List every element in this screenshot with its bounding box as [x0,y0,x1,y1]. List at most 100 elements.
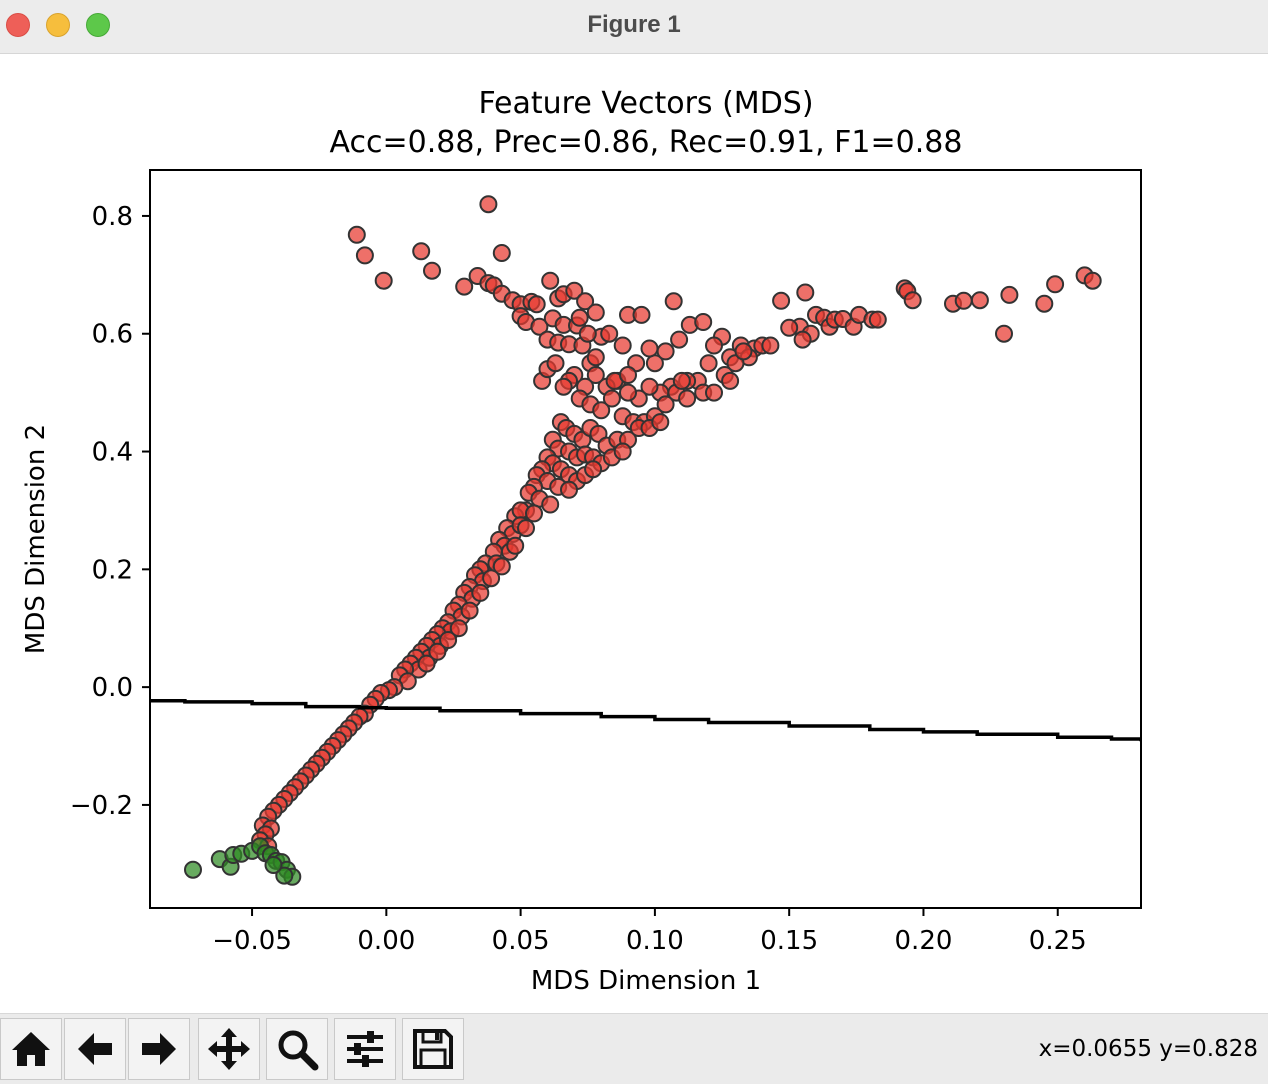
y-tick-label: 0.8 [92,202,133,232]
sliders-icon [347,1031,383,1067]
red-data-point [640,377,659,396]
red-data-point [527,295,546,314]
red-data-point [374,271,393,290]
red-data-point [541,271,560,290]
scatter-chart: Feature Vectors (MDS) Acc=0.88, Prec=0.8… [21,86,1142,996]
red-data-point [423,261,441,280]
back-button[interactable] [64,1018,126,1080]
red-data-point [584,460,603,479]
red-data-point [640,339,659,358]
red-data-point [793,330,812,349]
red-data-point [479,195,498,214]
home-button[interactable] [0,1018,62,1080]
red-data-point [613,336,632,355]
x-tick-label: 0.15 [760,926,818,956]
arrow-left-icon [78,1033,112,1065]
red-data-point [530,317,549,336]
navigation-toolbar: x=0.0655 y=0.828 [0,1013,1268,1084]
red-data-point [492,557,511,576]
red-data-point [554,377,573,396]
configure-subplots-button[interactable] [334,1018,396,1080]
red-data-point [482,569,501,588]
red-data-point [651,413,670,432]
red-data-point [525,504,543,523]
red-data-point [428,642,447,661]
red-data-point [449,619,468,638]
red-data-point [355,246,374,265]
plot-area-frame [149,169,1142,909]
red-data-point [412,242,431,261]
red-data-point [780,318,799,337]
red-data-point [1000,285,1019,304]
x-tick-label: −0.05 [212,926,292,956]
red-data-point [592,401,611,420]
figure-canvas[interactable]: Feature Vectors (MDS) Acc=0.88, Prec=0.8… [0,55,1268,1013]
red-data-point [417,654,436,673]
red-data-point [439,631,458,649]
red-data-point [455,277,474,296]
pan-button[interactable] [198,1018,260,1080]
minimize-window-button[interactable] [46,13,70,37]
chart-subtitle: Acc=0.88, Prec=0.86, Rec=0.91, F1=0.88 [330,125,963,160]
x-tick-label: 0.20 [895,926,953,956]
y-tick-label: −0.2 [70,791,133,821]
red-data-point [619,383,637,402]
close-window-button[interactable] [6,13,30,37]
red-data-point [1083,271,1102,290]
red-data-point [705,336,723,355]
green-data-point [264,856,283,874]
red-data-point [670,330,689,349]
red-data-point [613,442,632,461]
red-data-point [586,348,605,367]
red-data-point [546,354,565,373]
green-data-point [184,860,202,879]
x-tick-label: 0.25 [1029,926,1087,956]
red-data-point [506,536,525,555]
zoom-button[interactable] [266,1018,328,1080]
red-data-point [694,313,713,331]
cursor-coordinates: x=0.0655 y=0.828 [1038,1036,1258,1062]
red-data-point [471,583,490,602]
red-data-point [619,366,637,384]
search-icon [278,1030,319,1071]
red-data-point [460,601,479,620]
red-data-point [586,303,605,322]
red-data-point [492,244,511,262]
y-tick-label: 0.2 [92,555,133,585]
red-data-point [1035,294,1054,313]
red-data-point [705,383,723,402]
red-data-point [734,342,753,361]
red-data-point [868,310,887,329]
red-data-point [721,371,740,390]
title-bar: Figure 1 [0,0,1268,54]
red-data-point [576,292,595,311]
decision-boundary-line [150,698,1141,742]
red-data-point [1046,275,1065,294]
red-data-point [995,324,1013,343]
red-data-point [602,389,621,408]
red-data-point [970,291,989,310]
x-tick-label: 0.05 [492,926,550,956]
red-data-point [664,292,683,311]
red-data-point [772,291,791,310]
red-data-point [903,291,922,310]
red-data-point [560,480,578,499]
x-axis-label: MDS Dimension 1 [531,966,761,996]
red-data-point [632,305,651,324]
x-tick-label: 0.00 [357,926,415,956]
red-data-point [678,389,697,408]
home-icon [12,1032,50,1066]
window-title: Figure 1 [587,11,681,38]
red-data-point [586,366,605,384]
red-data-point [761,336,780,355]
x-tick-label: 0.10 [626,926,684,956]
save-button[interactable] [402,1018,464,1080]
maximize-window-button[interactable] [86,13,110,37]
arrow-right-icon [142,1033,176,1065]
red-data-point [672,371,691,390]
forward-button[interactable] [128,1018,190,1080]
y-axis-label: MDS Dimension 2 [21,424,51,654]
red-data-point [565,281,584,300]
red-data-point [954,291,973,310]
